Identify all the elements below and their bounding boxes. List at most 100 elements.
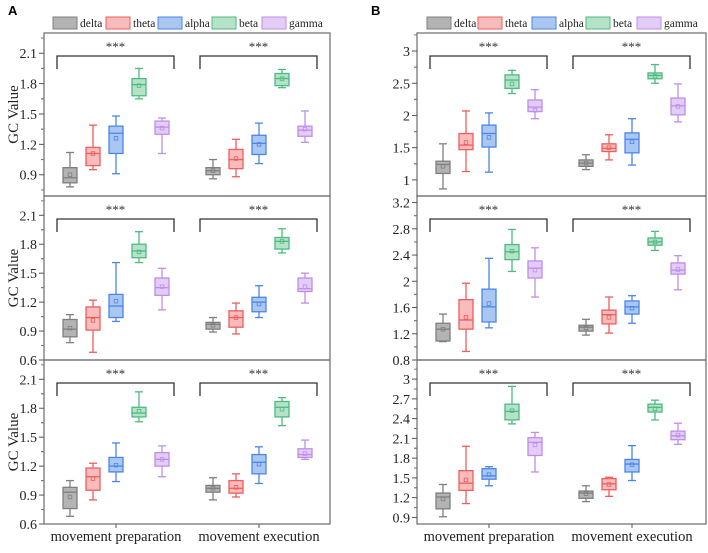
box-alpha-preparation bbox=[481, 112, 497, 173]
mean-marker bbox=[136, 249, 142, 255]
box-beta-execution bbox=[274, 396, 290, 427]
significance-label: *** bbox=[106, 366, 126, 381]
box-theta-execution bbox=[601, 296, 617, 334]
legend-swatch-gamma bbox=[261, 16, 287, 30]
box-iqr bbox=[251, 453, 267, 475]
mean-marker bbox=[629, 462, 635, 467]
mean-marker bbox=[509, 408, 515, 413]
box-iqr bbox=[251, 134, 267, 156]
mean-marker bbox=[629, 139, 635, 145]
y-tick-label: 2 bbox=[403, 275, 410, 290]
significance-label: *** bbox=[106, 39, 126, 54]
significance-label: *** bbox=[249, 366, 269, 381]
y-tick-label: 1 bbox=[403, 174, 410, 189]
mean-marker bbox=[675, 432, 681, 438]
mean-marker bbox=[532, 442, 538, 448]
box-iqr bbox=[601, 309, 617, 325]
mean-marker bbox=[486, 472, 492, 477]
y-tick-label: 1.5 bbox=[393, 142, 411, 157]
box-beta-execution bbox=[647, 230, 663, 252]
significance-bracket bbox=[56, 55, 175, 69]
box-alpha-preparation bbox=[108, 442, 124, 483]
box-alpha-preparation bbox=[108, 115, 124, 175]
box-gamma-execution bbox=[670, 255, 686, 291]
box-theta-execution bbox=[228, 138, 244, 178]
mean-marker bbox=[210, 323, 216, 328]
box-iqr bbox=[297, 448, 313, 459]
box-iqr bbox=[504, 74, 520, 90]
box-iqr bbox=[62, 486, 78, 510]
panel-label-a: A bbox=[8, 3, 18, 18]
legend-label-alpha: alpha bbox=[185, 18, 210, 30]
y-tick-label: 2.4 bbox=[393, 249, 411, 264]
plot-frame bbox=[43, 32, 331, 197]
panel-a-row-1: 0.9 1.2 1.5 1.8 2.1 GC Value *** *** bbox=[6, 32, 331, 197]
y-tick-label: 0.9 bbox=[393, 511, 411, 526]
box-beta-preparation bbox=[131, 67, 147, 100]
legend-label-gamma: gamma bbox=[664, 18, 698, 30]
significance-bracket bbox=[199, 218, 318, 232]
box-theta-execution bbox=[601, 134, 617, 161]
box-delta-execution bbox=[578, 318, 594, 336]
significance-bracket bbox=[429, 55, 548, 69]
plot-frame bbox=[416, 195, 707, 361]
box-beta-preparation bbox=[504, 69, 520, 95]
box-iqr bbox=[624, 458, 640, 473]
box-alpha-preparation bbox=[481, 466, 497, 487]
significance-bracket bbox=[199, 382, 318, 396]
box-delta-preparation bbox=[62, 314, 78, 344]
mean-marker bbox=[606, 145, 612, 150]
mean-marker bbox=[583, 160, 589, 166]
y-tick-label: 1.5 bbox=[20, 431, 38, 446]
box-delta-execution bbox=[205, 477, 221, 501]
y-tick-label: 1.2 bbox=[393, 492, 411, 507]
legend-label-theta: theta bbox=[505, 18, 527, 30]
mean-marker bbox=[67, 325, 73, 331]
legend-label-alpha: alpha bbox=[559, 18, 584, 30]
mean-marker bbox=[486, 301, 492, 306]
box-iqr bbox=[435, 160, 451, 175]
box-alpha-execution bbox=[251, 122, 267, 165]
box-iqr bbox=[527, 260, 543, 279]
box-iqr bbox=[458, 132, 474, 151]
mean-marker bbox=[440, 326, 446, 332]
box-alpha-execution bbox=[624, 295, 640, 324]
box-gamma-preparation bbox=[527, 247, 543, 298]
y-tick-label: 2.5 bbox=[393, 77, 411, 92]
y-axis-label: GC Value bbox=[6, 85, 22, 144]
significance-label: *** bbox=[622, 202, 642, 217]
y-tick-label: 2.8 bbox=[393, 223, 411, 238]
mean-marker bbox=[256, 301, 262, 307]
box-alpha-preparation bbox=[108, 261, 124, 323]
mean-marker bbox=[136, 408, 142, 414]
y-tick-label: 1.8 bbox=[20, 402, 38, 417]
y-tick-label: 2.1 bbox=[393, 432, 411, 447]
mean-marker bbox=[159, 125, 165, 131]
box-iqr bbox=[578, 490, 594, 499]
y-tick-label: 3 bbox=[403, 45, 410, 60]
plot-frame bbox=[43, 195, 331, 361]
mean-marker bbox=[256, 142, 262, 147]
legend-label-delta: delta bbox=[454, 18, 476, 30]
mean-marker bbox=[675, 267, 681, 272]
mean-marker bbox=[302, 126, 308, 132]
box-alpha-execution bbox=[624, 444, 640, 482]
box-theta-preparation bbox=[458, 445, 474, 505]
box-iqr bbox=[274, 400, 290, 418]
box-delta-execution bbox=[205, 158, 221, 180]
box-delta-preparation bbox=[62, 151, 78, 188]
y-tick-label: 1.2 bbox=[20, 460, 38, 475]
box-beta-execution bbox=[647, 63, 663, 84]
y-tick-label: 2.1 bbox=[20, 47, 38, 62]
legend-label-gamma: gamma bbox=[289, 18, 323, 30]
mean-marker bbox=[113, 136, 119, 141]
x-tick-label: movement execution bbox=[198, 529, 320, 545]
box-gamma-execution bbox=[670, 422, 686, 445]
legend-label-delta: delta bbox=[80, 18, 102, 30]
box-theta-execution bbox=[228, 473, 244, 498]
mean-marker bbox=[302, 451, 308, 456]
significance-bracket bbox=[56, 218, 175, 232]
box-iqr bbox=[647, 403, 663, 413]
box-alpha-execution bbox=[251, 446, 267, 485]
mean-marker bbox=[583, 325, 589, 331]
